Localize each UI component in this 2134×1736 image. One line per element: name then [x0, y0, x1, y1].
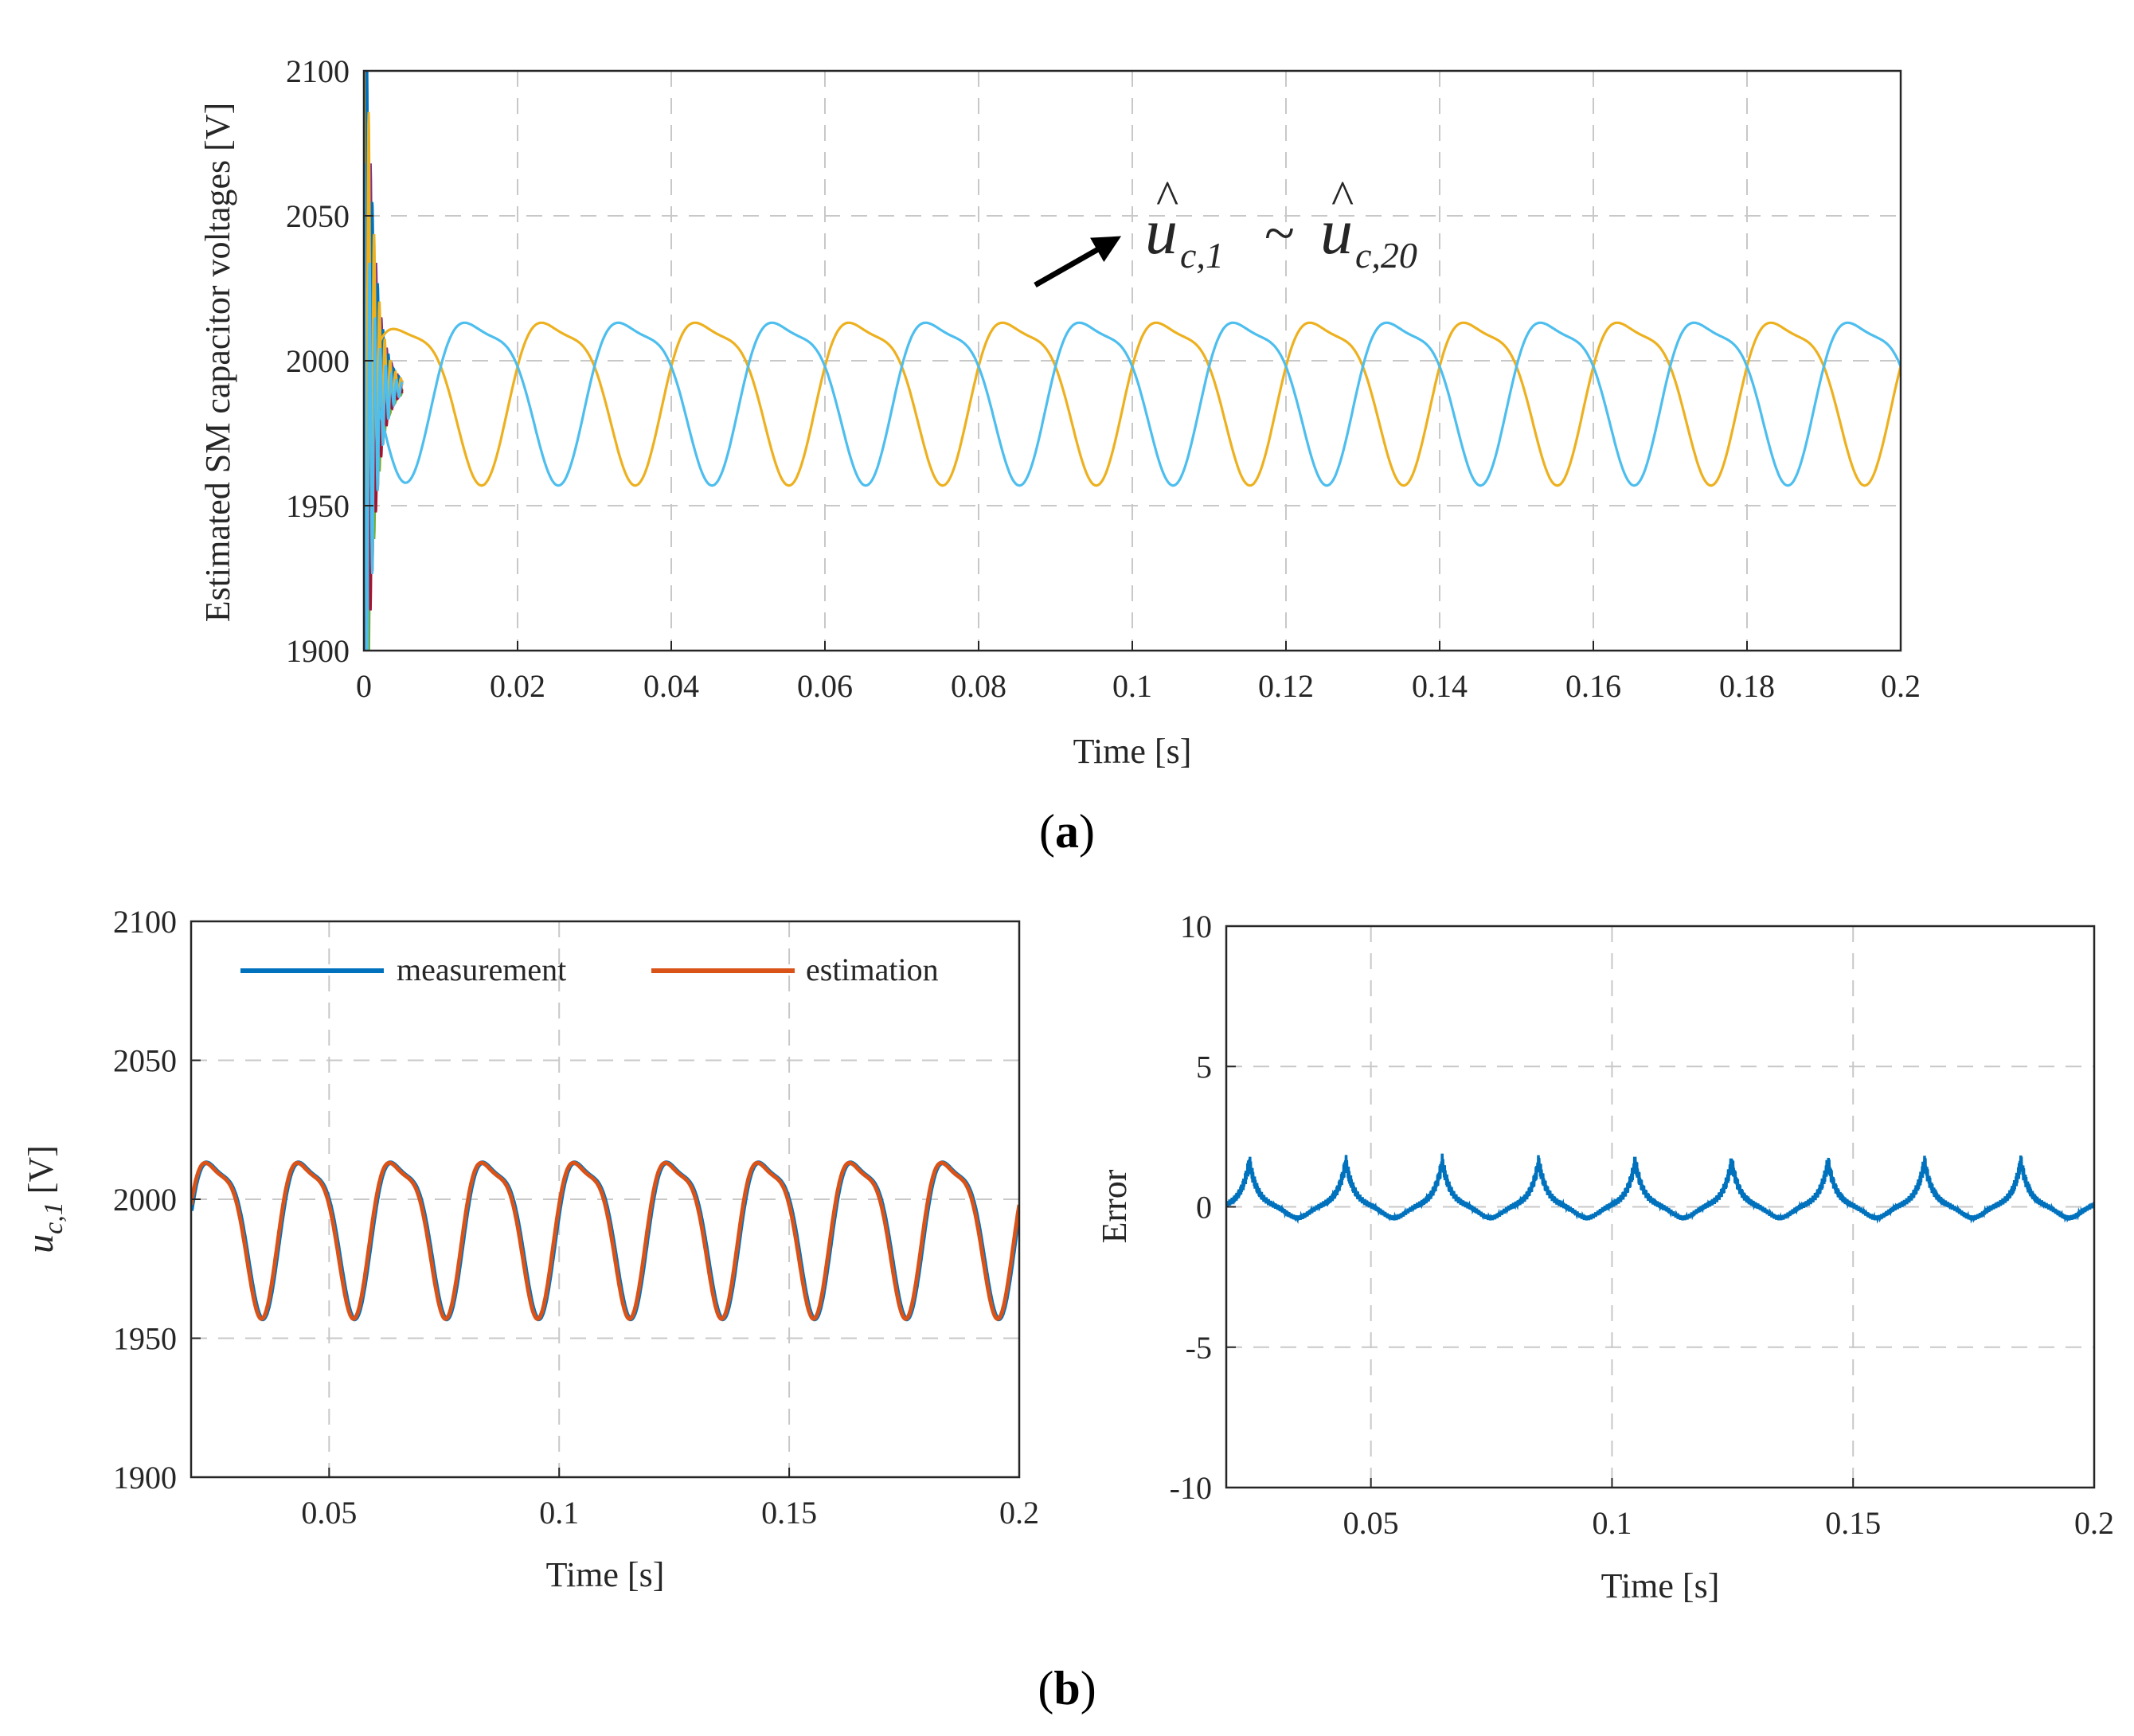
annotation-sub1: c,1 — [1180, 235, 1224, 276]
b1-ytick-label: 1950 — [113, 1321, 177, 1357]
b1-xtick-label: 0.1 — [539, 1495, 579, 1531]
chart-a: 0 0.02 0.04 0.06 0.08 0.1 0.12 0.14 0.16 0.18 0.2 1… — [198, 53, 1921, 858]
chart-b2-tick-labels: 0.05 0.1 0.15 0.2 -10 -5 0 5 10 — [1170, 909, 2114, 1541]
annotation-tilde: ~ — [1264, 203, 1295, 264]
a-xtick-label: 0 — [356, 668, 372, 704]
b2-ytick-label: 0 — [1196, 1190, 1212, 1226]
b1-xtick-label: 0.2 — [999, 1495, 1039, 1531]
chart-a-annotation: u ^ c,1 ~ u ^ c,20 — [1145, 171, 1417, 276]
a-xtick-label: 0.06 — [797, 668, 853, 704]
chart-b1-legend: measurement estimation — [240, 952, 939, 987]
a-ytick-label: 1950 — [286, 488, 350, 524]
chart-b2-series-lines — [1226, 1153, 2094, 1225]
b1-ytick-label: 2000 — [113, 1182, 177, 1218]
chart-b2-x-axis-label: Time [s] — [1601, 1566, 1720, 1605]
chart-a-series-lines — [364, 71, 1901, 651]
chart-a-annotation-arrow — [1034, 236, 1122, 288]
transient-trace — [364, 163, 404, 651]
a-ytick-label: 2100 — [286, 53, 350, 89]
chart-a-y-axis-label: Estimated SM capacitor voltages [V] — [198, 103, 237, 622]
panel-label-b-letter: b — [1053, 1662, 1080, 1714]
series-line-error — [1226, 1153, 2094, 1225]
svg-text:(a): (a) — [1039, 805, 1095, 858]
annotation-hat1: ^ — [1156, 171, 1178, 224]
panel-label-a-letter: a — [1055, 805, 1079, 858]
chart-b2-y-axis-label: Error — [1095, 1169, 1134, 1243]
b1-ytick-label: 2100 — [113, 904, 177, 940]
panel-label-b: (b) — [1038, 1662, 1096, 1714]
chart-a-gridlines — [364, 71, 1901, 651]
a-ytick-label: 2050 — [286, 198, 350, 234]
chart-a-x-axis-label: Time [s] — [1073, 732, 1192, 771]
annotation-u2: u — [1320, 195, 1353, 268]
chart-b2: 0.05 0.1 0.15 0.2 -10 -5 0 5 10 Time [s] Error — [1095, 909, 2114, 1605]
b2-ytick-label: 5 — [1196, 1049, 1212, 1085]
series-line-estimation — [191, 1160, 1019, 1321]
b2-ytick-label: 10 — [1180, 909, 1212, 944]
b2-xtick-label: 0.2 — [2074, 1505, 2114, 1541]
annotation-sub2: c,20 — [1355, 235, 1417, 276]
b1-ytick-label: 1900 — [113, 1460, 177, 1496]
a-xtick-label: 0.08 — [951, 668, 1006, 704]
ylabel-u: u — [19, 1234, 61, 1253]
chart-b1-x-axis-label: Time [s] — [546, 1555, 665, 1594]
annotation-u1: u — [1145, 195, 1178, 268]
chart-b1-y-axis-label: uc,1 [V] — [19, 1145, 68, 1253]
a-xtick-label: 0.2 — [1881, 668, 1921, 704]
chart-b1: 0.05 0.1 0.15 0.2 1900 1950 2000 2050 2100 measu… — [19, 904, 1039, 1594]
legend-label-estimation: estimation — [806, 952, 939, 987]
legend-label-measurement: measurement — [397, 952, 566, 987]
ylabel-unit: [V] — [21, 1145, 61, 1194]
a-xtick-label: 0.02 — [490, 668, 545, 704]
a-ytick-label: 2000 — [286, 343, 350, 379]
a-xtick-label: 0.18 — [1719, 668, 1775, 704]
a-xtick-label: 0.14 — [1412, 668, 1468, 704]
series-line-estimated-voltages-phase-a- — [377, 321, 1901, 487]
series-line-measurement — [191, 1160, 1019, 1322]
b1-xtick-label: 0.05 — [301, 1495, 357, 1531]
a-ytick-label: 1900 — [286, 633, 350, 669]
b2-ytick-label: -5 — [1186, 1330, 1212, 1366]
b2-xtick-label: 0.15 — [1825, 1505, 1881, 1541]
a-xtick-label: 0.1 — [1112, 668, 1152, 704]
chart-b1-series-lines — [191, 1160, 1019, 1322]
b1-ytick-label: 2050 — [113, 1043, 177, 1079]
b2-xtick-label: 0.1 — [1592, 1505, 1632, 1541]
b1-xtick-label: 0.15 — [761, 1495, 817, 1531]
series-line-estimated-voltages-phase-b- — [377, 321, 1901, 487]
chart-b1-tick-labels: 0.05 0.1 0.15 0.2 1900 1950 2000 2050 2100 — [113, 904, 1039, 1531]
a-xtick-label: 0.04 — [643, 668, 699, 704]
svg-text:(b): (b) — [1038, 1662, 1096, 1714]
annotation-hat2: ^ — [1331, 171, 1354, 224]
panel-label-a: (a) — [1039, 805, 1095, 858]
a-xtick-label: 0.12 — [1258, 668, 1314, 704]
chart-a-tick-labels: 0 0.02 0.04 0.06 0.08 0.1 0.12 0.14 0.16 0.18 0.2 1… — [286, 53, 1921, 704]
svg-text:uc,1[V]: uc,1 [V] — [19, 1145, 68, 1253]
b2-xtick-label: 0.05 — [1343, 1505, 1399, 1541]
a-xtick-label: 0.16 — [1565, 668, 1621, 704]
b2-ytick-label: -10 — [1170, 1470, 1212, 1506]
ylabel-sub: c,1 — [39, 1202, 68, 1234]
